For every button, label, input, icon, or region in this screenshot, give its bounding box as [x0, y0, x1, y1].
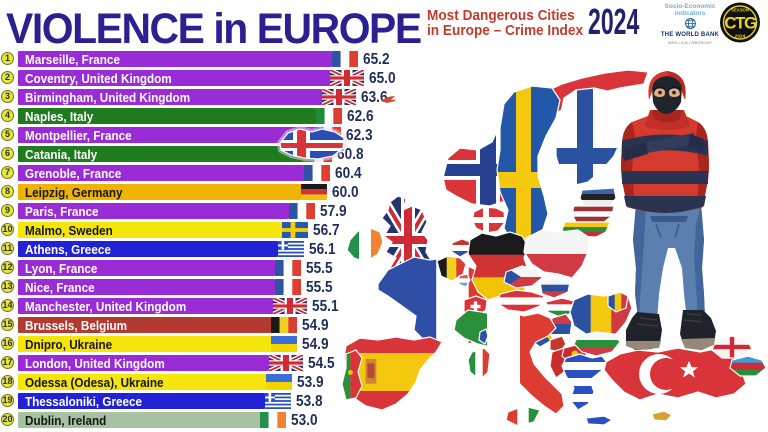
svg-text:CTG: CTG	[724, 14, 757, 33]
svg-text:SEASON: SEASON	[731, 8, 749, 13]
svg-text:2024: 2024	[735, 34, 746, 40]
